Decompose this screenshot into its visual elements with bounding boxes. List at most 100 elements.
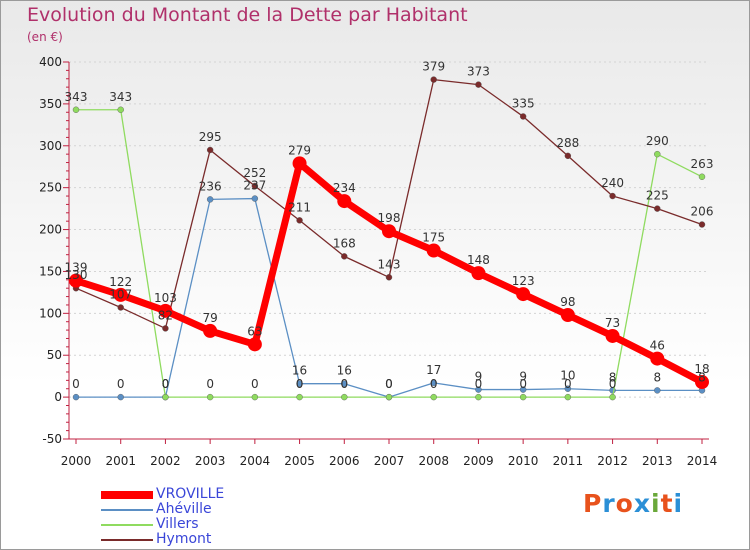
data-label-hymont: 240 xyxy=(601,176,624,190)
data-point-villers xyxy=(698,173,706,180)
data-point-vroville xyxy=(650,351,665,366)
legend-label: VROVILLE xyxy=(156,486,225,502)
data-label-vroville: 79 xyxy=(203,311,218,325)
x-tick-label: 2006 xyxy=(329,454,360,468)
data-point-vroville xyxy=(292,156,307,171)
data-label-villers: 0 xyxy=(206,377,214,391)
data-point-villers xyxy=(162,393,169,401)
data-label-hymont: 168 xyxy=(333,236,356,250)
data-label-hymont: 335 xyxy=(512,96,535,110)
data-point-vroville xyxy=(516,287,531,302)
data-label-villers: 0 xyxy=(296,377,304,391)
x-tick-label: 2014 xyxy=(687,454,718,468)
data-point-vroville xyxy=(605,328,620,343)
data-label-ahville: 9 xyxy=(519,370,527,384)
data-label-villers: 263 xyxy=(691,157,714,171)
y-tick-label: 250 xyxy=(39,181,62,195)
data-point-villers xyxy=(251,393,259,401)
data-point-villers xyxy=(654,150,661,158)
data-label-villers: 0 xyxy=(162,377,170,391)
data-label-ahville: 0 xyxy=(117,377,125,391)
data-point-villers xyxy=(609,393,616,401)
y-tick-label: 100 xyxy=(39,306,62,320)
chart-title: Evolution du Montant de la Dette par Hab… xyxy=(27,4,468,26)
data-point-hymont xyxy=(206,146,214,154)
chart-subtitle: (en €) xyxy=(27,30,63,44)
data-label-ahville: 0 xyxy=(385,377,393,391)
y-tick-label: 200 xyxy=(39,223,62,237)
data-point-ahville xyxy=(564,385,572,392)
data-label-ahville: 0 xyxy=(162,377,170,391)
data-label-villers: 0 xyxy=(251,377,259,391)
x-tick-label: 2009 xyxy=(463,454,494,468)
data-label-ahville: 10 xyxy=(560,369,575,383)
data-label-hymont: 143 xyxy=(378,257,401,271)
data-point-villers xyxy=(519,393,527,401)
legend-swatch xyxy=(101,509,153,511)
y-tick-label: -50 xyxy=(42,432,62,446)
data-label-ahville: 0 xyxy=(72,377,80,391)
data-label-vroville: 175 xyxy=(422,231,445,245)
legend-label: Ahéville xyxy=(156,501,212,517)
y-tick-label: 150 xyxy=(39,264,62,278)
data-point-ahville xyxy=(117,393,124,401)
data-point-vroville xyxy=(560,308,575,323)
data-point-villers xyxy=(564,393,572,401)
data-point-vroville xyxy=(203,323,218,338)
data-point-vroville xyxy=(337,194,352,209)
data-label-villers: 0 xyxy=(430,377,438,391)
x-tick-label: 2013 xyxy=(642,454,673,468)
data-label-hymont: 225 xyxy=(646,189,669,203)
y-tick-label: 350 xyxy=(39,97,62,111)
data-label-hymont: 206 xyxy=(691,205,714,219)
data-point-hymont xyxy=(609,192,616,200)
data-label-hymont: 295 xyxy=(199,130,222,144)
data-point-ahville xyxy=(475,386,482,393)
x-tick-label: 2007 xyxy=(374,454,405,468)
data-point-ahville xyxy=(296,380,303,387)
data-label-ahville: 17 xyxy=(426,363,441,377)
proxiti-logo: Proxiti xyxy=(583,489,684,518)
data-point-vroville xyxy=(69,273,83,288)
data-point-hymont xyxy=(385,274,393,281)
x-tick-label: 2004 xyxy=(240,454,271,468)
data-point-vroville xyxy=(695,375,709,390)
data-point-vroville xyxy=(382,224,396,239)
data-point-hymont xyxy=(117,304,124,311)
data-label-vroville: 103 xyxy=(154,291,177,305)
data-label-hymont: 130 xyxy=(65,268,88,282)
data-label-hymont: 107 xyxy=(109,287,132,301)
x-tick-label: 2010 xyxy=(508,454,539,468)
y-tick-label: 0 xyxy=(54,390,62,404)
data-point-hymont xyxy=(519,113,527,120)
data-label-ahville: 237 xyxy=(243,179,266,193)
data-point-hymont xyxy=(162,325,169,332)
data-point-vroville xyxy=(426,243,441,258)
data-label-vroville: 148 xyxy=(467,253,490,267)
data-label-ahville: 16 xyxy=(292,364,307,378)
data-label-villers: 290 xyxy=(646,134,669,148)
data-label-ahville: 16 xyxy=(337,364,352,378)
data-point-hymont xyxy=(564,152,572,160)
data-label-villers: 0 xyxy=(340,377,348,391)
data-point-hymont xyxy=(341,253,348,260)
legend-swatch xyxy=(101,491,153,499)
data-label-vroville: 234 xyxy=(333,181,356,195)
series-line-vroville xyxy=(72,159,706,386)
data-point-villers xyxy=(341,393,348,401)
data-label-hymont: 379 xyxy=(422,60,445,74)
data-label-vroville: 198 xyxy=(378,211,401,225)
data-label-ahville: 8 xyxy=(609,370,617,384)
legend-label: Hymont xyxy=(156,531,212,547)
data-label-hymont: 288 xyxy=(556,136,579,150)
data-point-villers xyxy=(206,393,214,401)
data-label-villers: 0 xyxy=(475,377,483,391)
data-label-vroville: 123 xyxy=(512,274,535,288)
data-point-villers xyxy=(385,393,393,401)
data-point-hymont xyxy=(251,182,259,190)
data-label-ahville: 236 xyxy=(199,179,222,193)
data-point-villers xyxy=(475,393,482,401)
data-point-vroville xyxy=(471,266,486,281)
legend-swatch xyxy=(101,524,153,526)
